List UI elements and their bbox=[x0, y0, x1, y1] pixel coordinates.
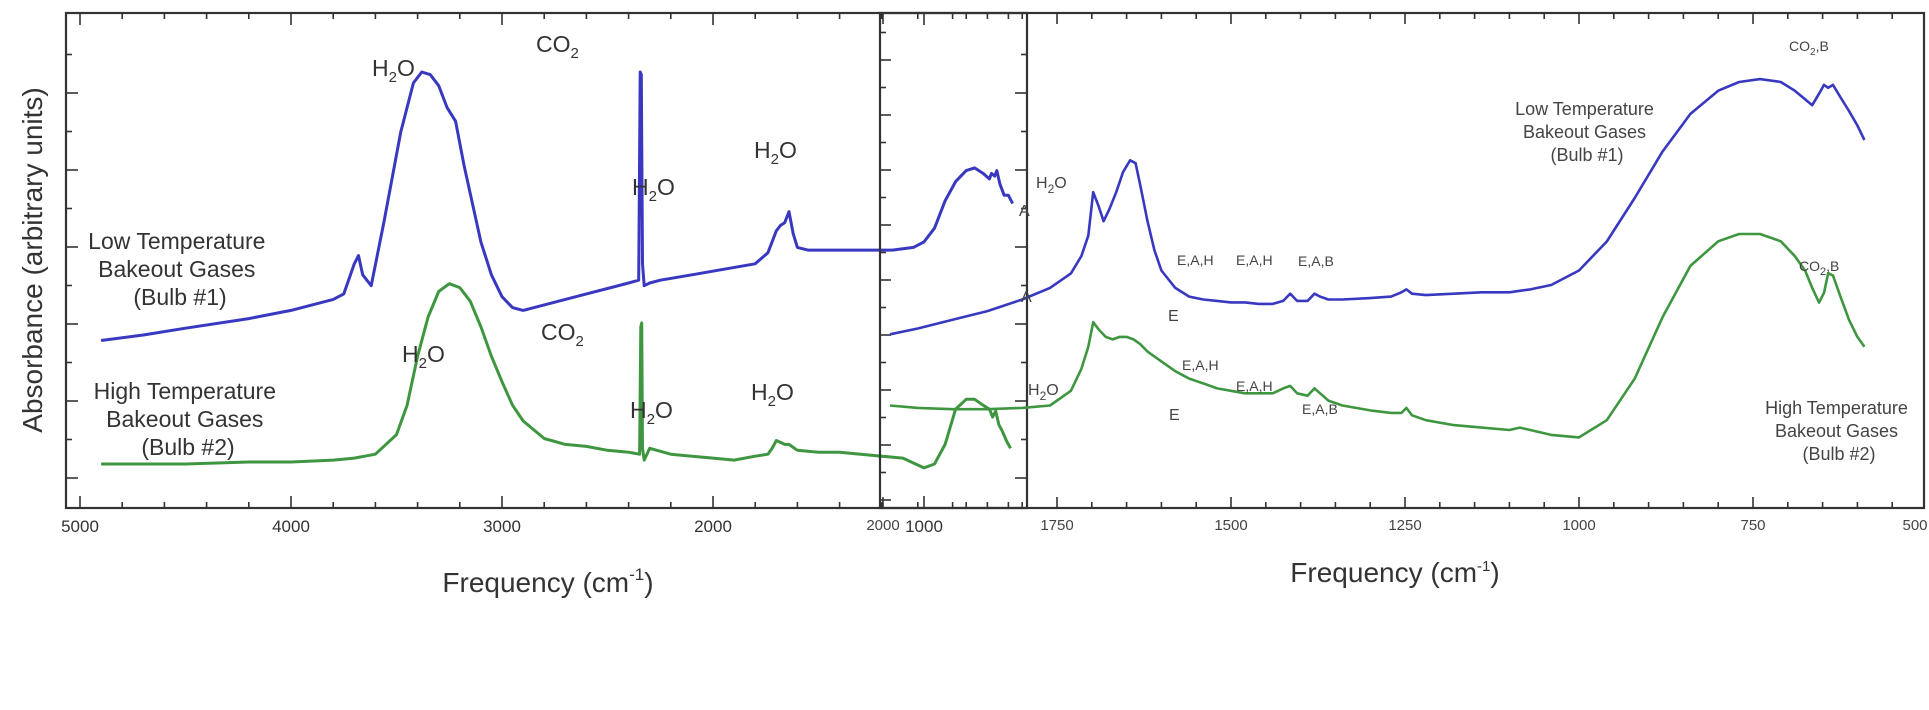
left-high-label-line3: (Bulb #2) bbox=[141, 434, 234, 460]
right-peak-a-lower: A bbox=[1021, 289, 1032, 306]
left-axis-ticks bbox=[66, 13, 1027, 508]
right-low-temperature-label: Low Temperature Bakeout Gases (Bulb #1) bbox=[1515, 99, 1659, 165]
left-h2o-label-4: H2O bbox=[402, 341, 445, 372]
right-co2b-label-upper: CO2,B bbox=[1789, 38, 1829, 58]
left-co2-label-1: CO2 bbox=[536, 31, 579, 62]
left-high-label-line2: Bakeout Gases bbox=[106, 406, 263, 432]
left-h2o-label-2: H2O bbox=[632, 174, 675, 205]
left-h2o-label-6: H2O bbox=[751, 379, 794, 410]
left-x-tick-labels: 5000 4000 3000 2000 1000 bbox=[61, 517, 943, 536]
right-peak-eab-upper: E,A,B bbox=[1298, 253, 1334, 269]
right-x-tick-label-1500: 1500 bbox=[1214, 517, 1247, 534]
left-h2o-label-5: H2O bbox=[630, 397, 673, 428]
right-low-temperature-line bbox=[889, 77, 1866, 336]
left-low-temperature-line bbox=[100, 70, 1014, 342]
left-h2o-label-1: H2O bbox=[372, 55, 415, 86]
right-axis-ticks bbox=[880, 13, 1893, 508]
right-high-label-line1: High Temperature bbox=[1765, 398, 1908, 418]
left-low-temperature-label: Low Temperature Bakeout Gases (Bulb #1) bbox=[88, 228, 272, 310]
left-h2o-label-3: H2O bbox=[754, 137, 797, 168]
right-x-tick-label-500: 500 bbox=[1902, 517, 1927, 534]
left-x-tick-label-4000: 4000 bbox=[272, 517, 310, 536]
right-peak-eah-lower-2: E,A,H bbox=[1236, 378, 1273, 394]
right-high-label-line3: (Bulb #2) bbox=[1802, 444, 1875, 464]
right-co2b-label-lower: CO2,B bbox=[1799, 258, 1839, 278]
right-x-axis-title: Frequency (cm-1) bbox=[1290, 557, 1499, 588]
right-x-axis-title-text: Frequency (cm bbox=[1290, 557, 1477, 588]
left-x-tick-label-1000: 1000 bbox=[905, 517, 943, 536]
right-x-tick-label-1750: 1750 bbox=[1040, 517, 1073, 534]
left-absorbance-chart: 5000 4000 3000 2000 1000 Absorbance (arb… bbox=[17, 11, 1029, 598]
right-peak-eah-lower-1: E,A,H bbox=[1182, 357, 1219, 373]
right-high-temperature-line bbox=[889, 232, 1866, 439]
right-peak-eah-upper-1: E,A,H bbox=[1177, 252, 1214, 268]
right-low-label-line2: Bakeout Gases bbox=[1523, 122, 1646, 142]
right-x-tick-label-1000: 1000 bbox=[1562, 517, 1595, 534]
left-plot-frame bbox=[64, 11, 1029, 510]
right-h2o-label-upper: H2O bbox=[1036, 175, 1067, 196]
left-low-label-line3: (Bulb #1) bbox=[133, 284, 226, 310]
right-peak-eah-upper-2: E,A,H bbox=[1236, 252, 1273, 268]
right-high-label-line2: Bakeout Gases bbox=[1775, 421, 1898, 441]
right-h2o-label-lower: H2O bbox=[1028, 382, 1059, 403]
left-high-temperature-line bbox=[101, 282, 1012, 470]
right-x-tick-labels: 2000 1750 1500 1250 1000 750 500 bbox=[866, 517, 1927, 534]
right-low-label-line1: Low Temperature bbox=[1515, 99, 1654, 119]
right-x-tick-label-1250: 1250 bbox=[1388, 517, 1421, 534]
right-x-tick-label-750: 750 bbox=[1740, 517, 1765, 534]
right-absorbance-chart: 2000 1750 1500 1250 1000 750 500 Frequen… bbox=[866, 11, 1928, 588]
left-x-tick-label-2000: 2000 bbox=[694, 517, 732, 536]
left-x-axis-title: Frequency (cm-1) bbox=[442, 565, 653, 598]
left-low-label-line1: Low Temperature bbox=[88, 228, 265, 254]
left-x-tick-label-3000: 3000 bbox=[483, 517, 521, 536]
left-x-axis-title-text: Frequency (cm bbox=[442, 567, 629, 598]
left-x-axis-title-close: ) bbox=[644, 567, 653, 598]
left-high-temperature-label: High Temperature Bakeout Gases (Bulb #2) bbox=[94, 378, 283, 460]
right-x-axis-title-close: ) bbox=[1490, 557, 1499, 588]
left-x-tick-label-5000: 5000 bbox=[61, 517, 99, 536]
right-peak-a-upper: A bbox=[1019, 203, 1030, 220]
right-low-label-line3: (Bulb #1) bbox=[1550, 145, 1623, 165]
left-low-label-line2: Bakeout Gases bbox=[98, 256, 255, 282]
right-peak-e-upper: E bbox=[1168, 308, 1179, 325]
left-y-axis-title: Absorbance (arbitrary units) bbox=[17, 87, 48, 432]
right-peak-e-lower: E bbox=[1169, 407, 1180, 424]
right-high-temperature-label: High Temperature Bakeout Gases (Bulb #2) bbox=[1765, 398, 1913, 464]
left-high-label-line1: High Temperature bbox=[94, 378, 276, 404]
left-co2-label-2: CO2 bbox=[541, 319, 584, 350]
right-peak-eab-lower: E,A,B bbox=[1302, 401, 1338, 417]
left-x-axis-title-superscript: -1 bbox=[629, 565, 644, 584]
right-plot-frame bbox=[878, 11, 1926, 510]
right-x-axis-title-superscript: -1 bbox=[1477, 558, 1490, 575]
right-x-tick-label-2000: 2000 bbox=[866, 517, 899, 534]
